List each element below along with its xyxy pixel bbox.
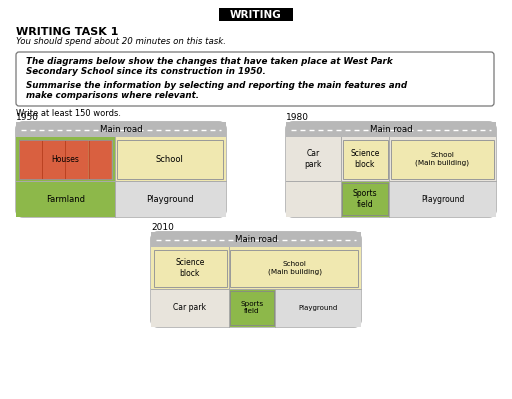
Text: Playground: Playground (298, 305, 337, 311)
Text: Car park: Car park (174, 303, 206, 312)
Text: School: School (156, 155, 184, 164)
Bar (66, 140, 88, 179)
Bar (151, 232, 361, 247)
Text: Farmland: Farmland (46, 194, 85, 203)
Bar (286, 122, 496, 137)
Bar (19, 140, 41, 179)
Bar (19, 140, 41, 179)
Text: Sports
field: Sports field (352, 189, 377, 209)
Text: Science
block: Science block (350, 149, 379, 169)
Bar (340, 181, 389, 217)
Text: 2010: 2010 (151, 223, 174, 233)
Bar (42, 140, 65, 179)
Text: Science
block: Science block (175, 258, 204, 277)
Text: School
(Main building): School (Main building) (415, 152, 470, 166)
Text: Summarise the information by selecting and reporting the main features and: Summarise the information by selecting a… (26, 81, 407, 89)
Text: WRITING TASK 1: WRITING TASK 1 (16, 27, 118, 37)
Bar (343, 140, 388, 179)
Text: Write at least 150 words.: Write at least 150 words. (16, 109, 121, 117)
Bar (115, 137, 226, 217)
Bar (286, 137, 496, 217)
Bar (66, 140, 88, 179)
Bar (115, 181, 226, 217)
Text: Playground: Playground (146, 194, 194, 203)
Bar (342, 183, 388, 215)
FancyBboxPatch shape (16, 52, 494, 106)
Bar (117, 140, 223, 179)
Bar (230, 250, 358, 286)
Text: Main road: Main road (100, 125, 142, 134)
FancyBboxPatch shape (151, 232, 361, 327)
Text: Houses: Houses (51, 155, 79, 164)
Bar (19, 140, 112, 179)
Bar (42, 140, 65, 179)
Bar (275, 288, 361, 327)
Text: Playground: Playground (421, 194, 464, 203)
Bar (229, 288, 275, 327)
Bar (151, 288, 229, 327)
Text: You should spend about 20 minutes on this task.: You should spend about 20 minutes on thi… (16, 38, 226, 47)
Text: Sports
field: Sports field (240, 301, 264, 314)
Text: School
(Main building): School (Main building) (268, 261, 322, 275)
Text: 1980: 1980 (286, 113, 309, 122)
Text: The diagrams below show the changes that have taken place at West Park: The diagrams below show the changes that… (26, 57, 393, 67)
Bar (219, 8, 293, 21)
Bar (16, 122, 226, 137)
Text: Main road: Main road (370, 125, 412, 134)
Bar (154, 250, 227, 286)
Bar (89, 140, 111, 179)
Bar (16, 137, 115, 217)
Bar (19, 140, 112, 179)
FancyBboxPatch shape (286, 122, 496, 217)
FancyBboxPatch shape (16, 122, 226, 217)
Text: 1950: 1950 (16, 113, 39, 122)
Text: make comparisons where relevant.: make comparisons where relevant. (26, 91, 199, 99)
Bar (151, 247, 361, 327)
Text: Main road: Main road (234, 235, 278, 244)
Text: Car
park: Car park (305, 149, 322, 169)
Text: Secondary School since its construction in 1950.: Secondary School since its construction … (26, 67, 266, 77)
Bar (89, 140, 111, 179)
Bar (389, 181, 496, 217)
Bar (230, 290, 274, 325)
Text: WRITING: WRITING (230, 10, 282, 20)
Bar (391, 140, 494, 179)
